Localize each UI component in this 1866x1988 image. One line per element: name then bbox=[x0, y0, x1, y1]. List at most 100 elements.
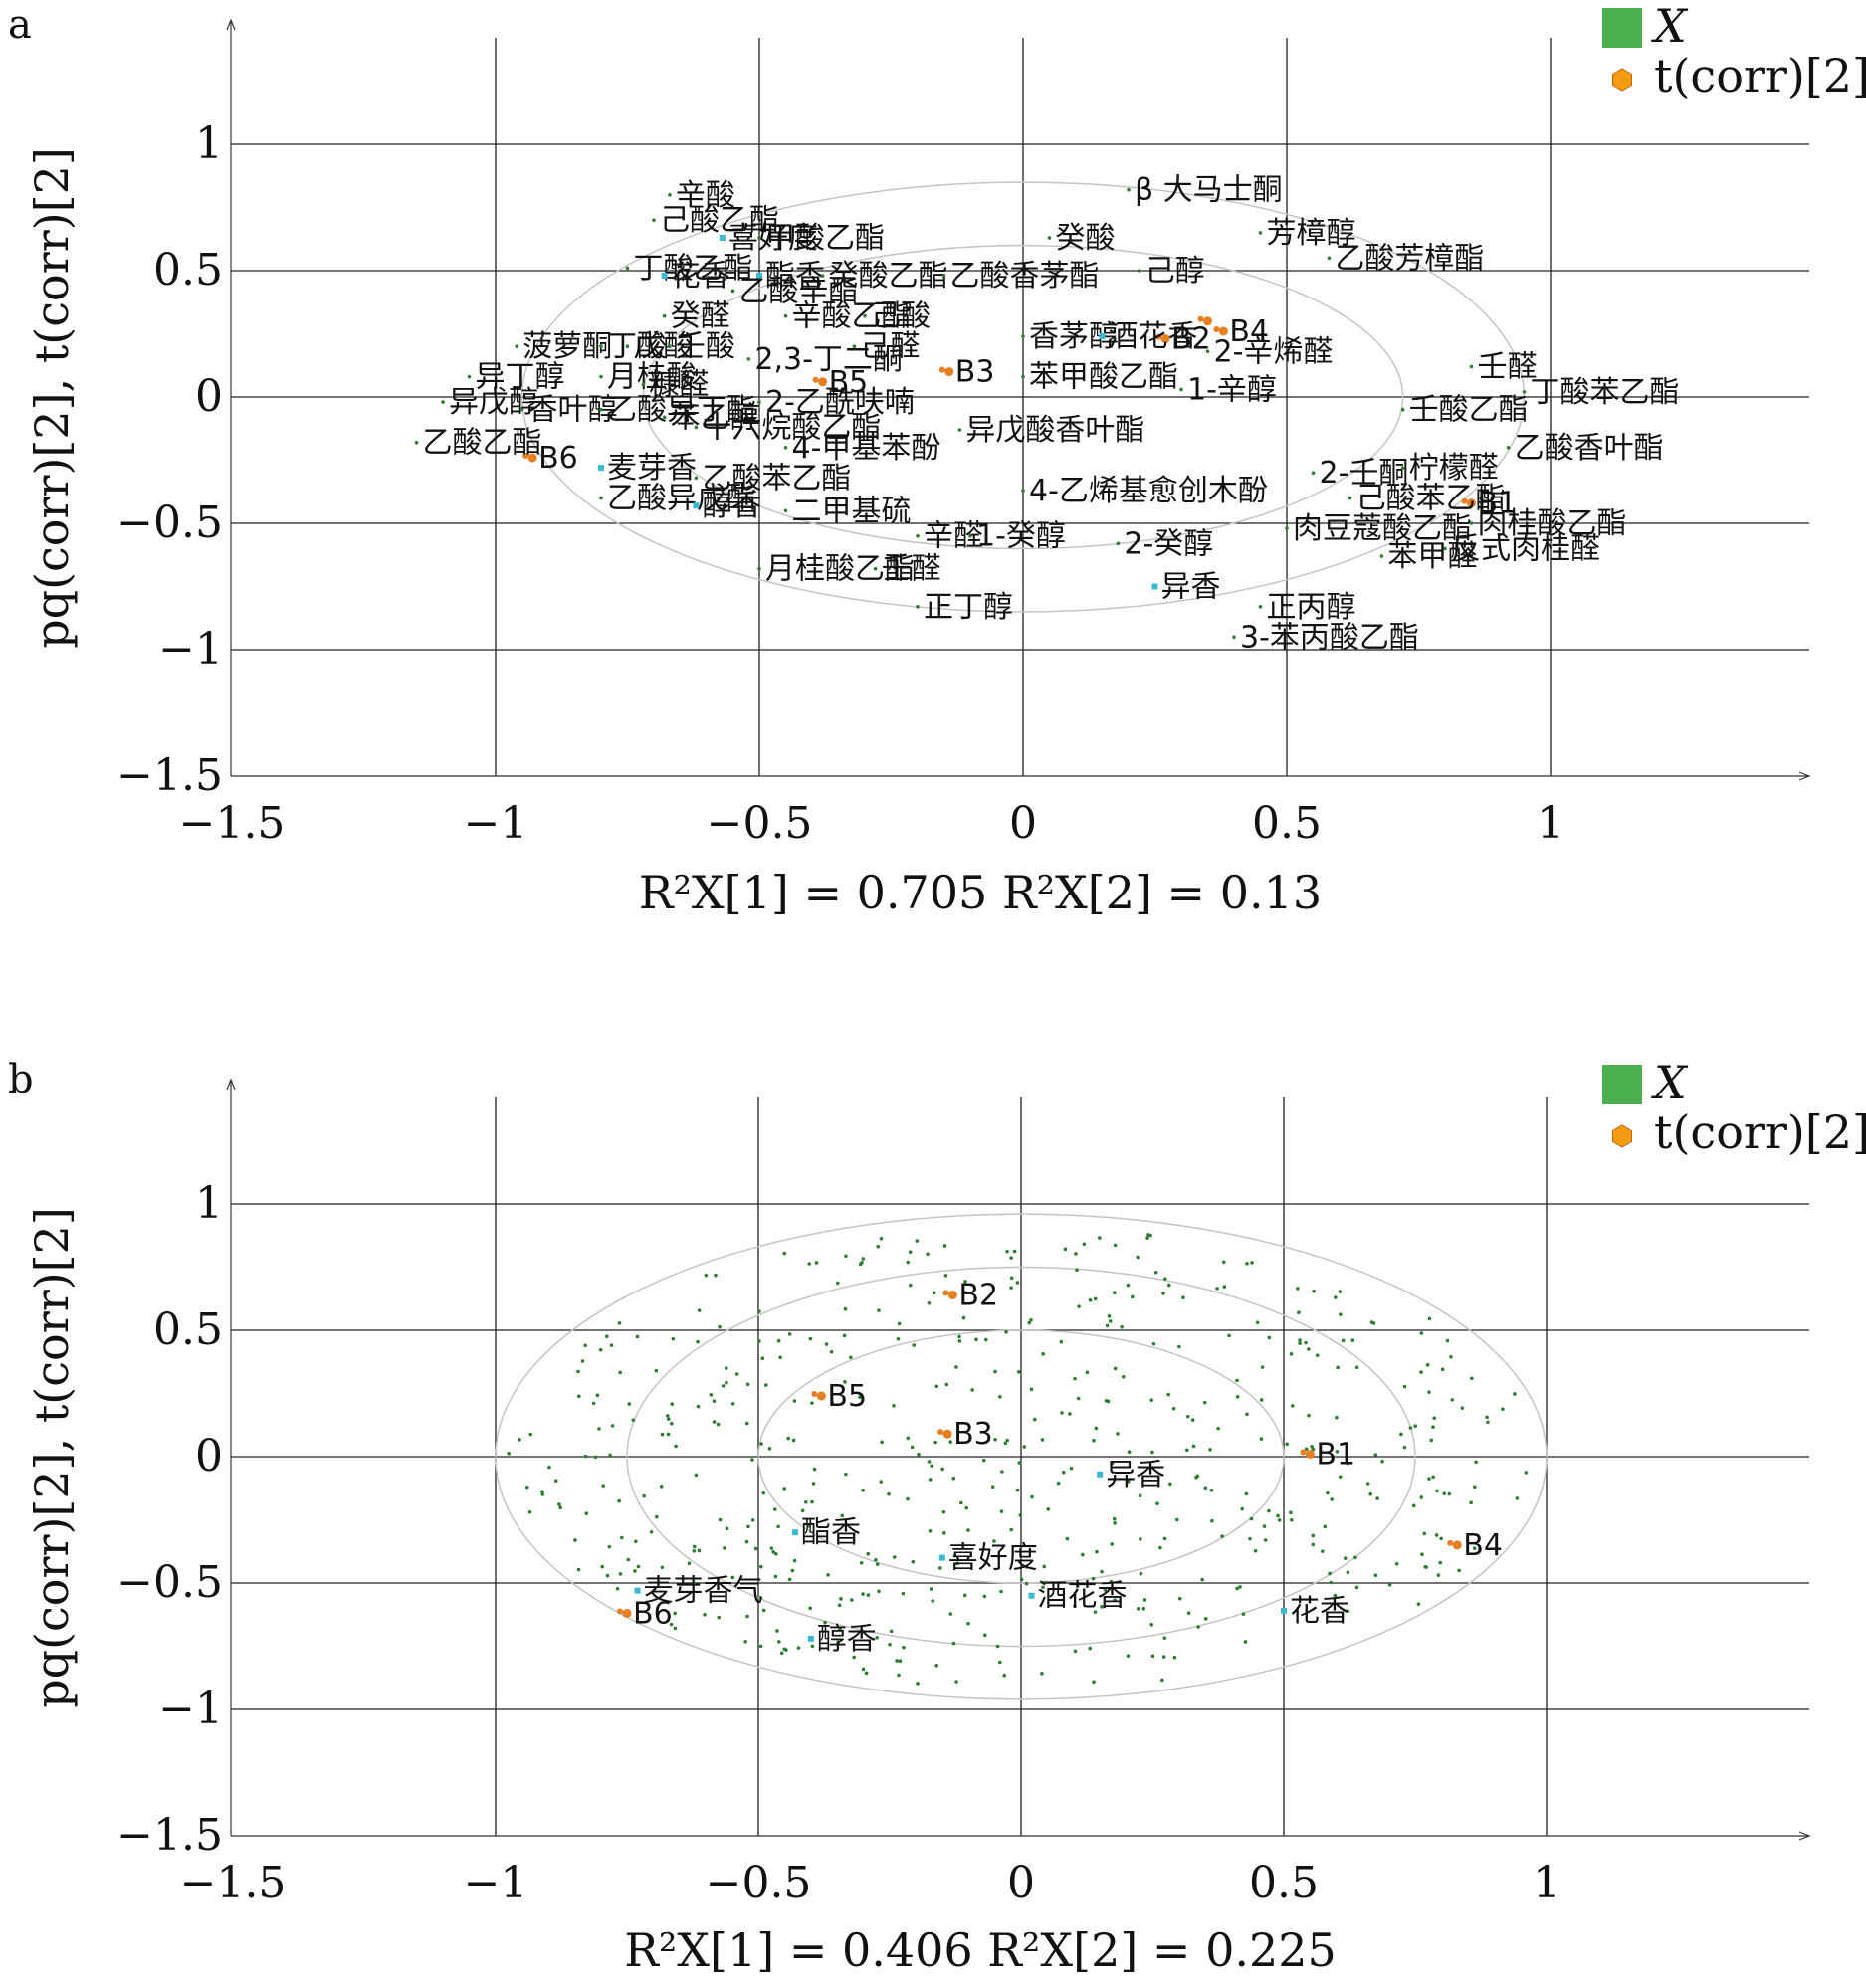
score-point bbox=[622, 1608, 632, 1618]
variable-point bbox=[1245, 1412, 1249, 1417]
variable-point bbox=[863, 313, 867, 318]
response-point bbox=[1097, 1471, 1104, 1478]
variable-point bbox=[948, 1440, 953, 1444]
point-label: 2-辛烯醛 bbox=[1214, 334, 1334, 369]
variable-point bbox=[963, 1291, 967, 1294]
variable-point bbox=[605, 1334, 609, 1338]
y-tick-label: −0.5 bbox=[116, 1557, 223, 1608]
variable-point bbox=[597, 1427, 601, 1431]
variable-point bbox=[668, 193, 672, 197]
variable-point bbox=[1473, 1485, 1477, 1490]
variable-point bbox=[941, 1509, 946, 1514]
variable-point bbox=[625, 266, 630, 271]
variable-point bbox=[962, 1593, 967, 1598]
point-label: 柠檬醛 bbox=[1409, 451, 1499, 486]
variable-point bbox=[1307, 1413, 1311, 1418]
variable-point bbox=[734, 1372, 739, 1376]
variable-point bbox=[1434, 1533, 1439, 1537]
variable-point bbox=[627, 1402, 632, 1406]
point-label: 二甲基硫 bbox=[792, 494, 912, 528]
variable-point bbox=[926, 1252, 930, 1257]
variable-point bbox=[1245, 1261, 1249, 1266]
score-point-shadow bbox=[937, 1429, 944, 1436]
variable-point bbox=[620, 1535, 624, 1540]
variable-point bbox=[618, 1572, 623, 1576]
score-point-shadow bbox=[1447, 1539, 1454, 1546]
point-label: 芳樟醇 bbox=[1267, 216, 1356, 251]
variable-point bbox=[1506, 446, 1511, 450]
point-label: 壬酸乙酯 bbox=[1409, 393, 1529, 428]
variable-point bbox=[761, 1608, 766, 1613]
variable-point bbox=[1113, 1521, 1117, 1525]
variable-point bbox=[666, 1432, 671, 1437]
variable-point bbox=[674, 1444, 678, 1449]
point-label: 肉桂酸乙酯 bbox=[1478, 506, 1627, 541]
variable-point bbox=[1330, 1497, 1334, 1501]
variable-point bbox=[763, 1383, 768, 1387]
variable-point bbox=[958, 1500, 963, 1505]
point-label: 异戊酸香叶酯 bbox=[965, 413, 1144, 448]
variable-point bbox=[895, 1659, 899, 1663]
variable-point bbox=[1015, 1488, 1020, 1492]
variable-point bbox=[873, 566, 878, 571]
variable-point bbox=[966, 1528, 970, 1532]
variable-point bbox=[1073, 1376, 1077, 1381]
variable-point bbox=[1127, 1480, 1131, 1484]
variable-point bbox=[806, 1523, 811, 1528]
point-label: 癸酸 bbox=[1056, 221, 1116, 256]
point-label: 乙酸苯乙酯 bbox=[702, 461, 851, 496]
variable-point bbox=[866, 1593, 871, 1597]
point-label: 乙酸香叶酯 bbox=[1515, 431, 1664, 466]
variable-point bbox=[963, 1279, 967, 1284]
variable-point bbox=[888, 1642, 892, 1647]
point-label: 苯甲酸乙酯 bbox=[1029, 360, 1178, 395]
variable-point bbox=[1338, 1290, 1343, 1293]
variable-point bbox=[782, 1251, 787, 1256]
variable-point bbox=[617, 1498, 621, 1503]
variable-point bbox=[1139, 1537, 1142, 1541]
variable-point bbox=[1088, 1297, 1093, 1302]
variable-point bbox=[609, 1343, 614, 1347]
variable-point bbox=[810, 1644, 815, 1649]
variable-point bbox=[800, 1508, 805, 1513]
score-point bbox=[1305, 1449, 1315, 1459]
variable-point bbox=[807, 1262, 812, 1266]
variable-point bbox=[1238, 1585, 1242, 1589]
variable-point bbox=[524, 1486, 529, 1490]
variable-point bbox=[838, 1627, 842, 1631]
chart-panel-a: a −1.5 −1 −0.5 0 0.5 1 1 0.5 0 −0.5 −1 −1.5 B3 B5 B4 B2 B… bbox=[8, 0, 1866, 919]
score-point bbox=[818, 377, 828, 387]
variable-point bbox=[931, 1599, 934, 1603]
variable-point bbox=[1255, 1320, 1260, 1325]
variable-point bbox=[772, 1507, 777, 1511]
variable-point bbox=[1113, 1243, 1118, 1248]
variable-point bbox=[1298, 1341, 1302, 1346]
variable-point bbox=[1166, 1392, 1170, 1397]
variable-point bbox=[1235, 1395, 1240, 1399]
variable-point bbox=[625, 344, 630, 349]
variable-point bbox=[897, 1321, 902, 1326]
variable-point bbox=[1373, 1453, 1378, 1457]
variable-point bbox=[636, 1564, 641, 1569]
variable-point bbox=[1472, 1546, 1477, 1550]
variable-point bbox=[1106, 1399, 1111, 1404]
variable-point bbox=[580, 1359, 585, 1363]
variable-point bbox=[1470, 1376, 1474, 1381]
variable-point bbox=[1041, 1352, 1045, 1356]
point-label: 己醛 bbox=[860, 329, 920, 364]
response-point bbox=[693, 502, 700, 509]
variable-point bbox=[717, 1615, 722, 1620]
variable-point bbox=[1029, 1387, 1034, 1392]
variable-point bbox=[1095, 1549, 1099, 1554]
response-point bbox=[1151, 583, 1158, 590]
variable-point bbox=[911, 1559, 916, 1564]
variable-point bbox=[782, 1487, 787, 1491]
response-point bbox=[719, 234, 726, 241]
point-label: 花香 bbox=[671, 259, 730, 294]
variable-point bbox=[1232, 635, 1236, 640]
variable-point bbox=[759, 1442, 763, 1446]
variable-point bbox=[692, 1544, 697, 1549]
variable-point bbox=[605, 1573, 610, 1578]
score-point-shadow bbox=[1461, 497, 1468, 504]
variable-point bbox=[1205, 349, 1210, 354]
